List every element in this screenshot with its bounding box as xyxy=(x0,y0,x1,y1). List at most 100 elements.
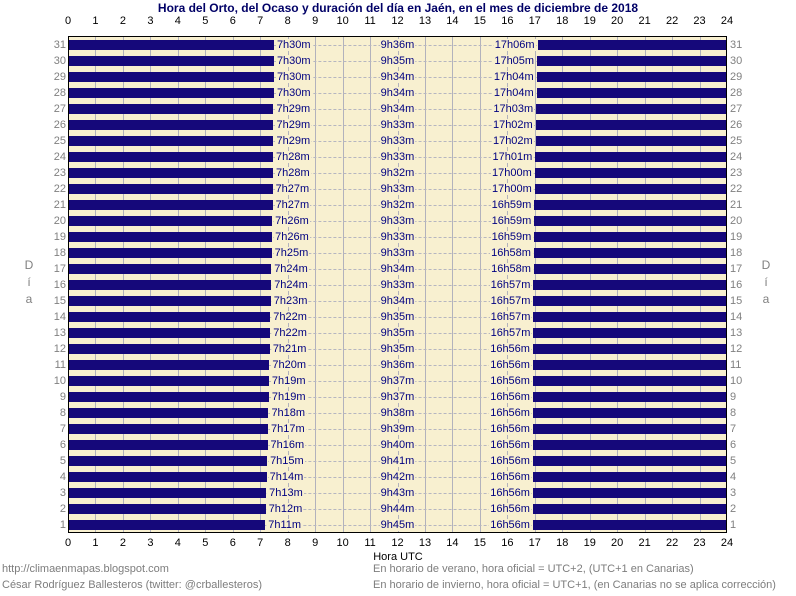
sunrise-time-label: 7h24m xyxy=(273,263,309,275)
night-bar-morning xyxy=(68,184,273,194)
hour-tick-label: 22 xyxy=(665,15,679,27)
night-bar-evening xyxy=(534,216,727,226)
night-bar-morning xyxy=(68,440,268,450)
day-length-label: 9h34m xyxy=(379,263,416,275)
day-length-label: 9h34m xyxy=(379,295,416,307)
night-bar-evening xyxy=(535,136,727,146)
sunset-time-label: 16h56m xyxy=(489,503,531,515)
night-bar-evening xyxy=(533,280,727,290)
sunrise-time-label: 7h29m xyxy=(275,103,312,115)
sunset-time-label: 17h05m xyxy=(493,55,536,67)
sunrise-time-label: 7h26m xyxy=(274,231,310,243)
day-number-left: 23 xyxy=(53,167,66,179)
day-length-label: 9h34m xyxy=(379,87,416,99)
night-bar-evening xyxy=(532,344,727,354)
sunset-time-label: 16h56m xyxy=(489,519,531,531)
sunset-time-label: 17h00m xyxy=(491,183,533,195)
day-number-left: 10 xyxy=(53,375,66,387)
hour-tick-label: 13 xyxy=(418,537,432,549)
day-number-right: 16 xyxy=(730,279,743,291)
sunrise-time-label: 7h30m xyxy=(275,39,312,51)
hour-tick-label: 7 xyxy=(257,15,264,27)
sunset-time-label: 17h06m xyxy=(493,39,536,51)
day-number-left: 3 xyxy=(59,487,66,499)
day-number-left: 26 xyxy=(53,119,66,131)
sunrise-time-label: 7h30m xyxy=(275,55,312,67)
day-length-label: 9h35m xyxy=(379,327,416,339)
day-number-left: 18 xyxy=(53,247,66,259)
sunrise-time-label: 7h16m xyxy=(269,439,306,451)
day-number-left: 24 xyxy=(53,151,66,163)
night-bar-morning xyxy=(68,136,274,146)
day-length-label: 9h43m xyxy=(379,487,416,499)
hour-tick-label: 16 xyxy=(501,537,514,549)
day-number-right: 30 xyxy=(730,55,743,67)
hour-tick-label: 7 xyxy=(257,537,264,549)
day-number-left: 11 xyxy=(54,359,66,371)
night-bar-morning xyxy=(68,88,274,98)
day-number-left: 14 xyxy=(53,311,66,323)
day-number-right: 21 xyxy=(730,199,743,211)
day-number-left: 4 xyxy=(59,471,66,483)
plot-area: 7h30m 9h36m 17h06m 7h30m 9h35m 17h05m 7h30m 9h3… xyxy=(68,36,727,533)
day-number-left: 17 xyxy=(53,263,66,275)
night-bar-evening xyxy=(536,72,727,82)
day-number-right: 13 xyxy=(730,327,743,339)
night-bar-evening xyxy=(534,168,727,178)
sunrise-time-label: 7h11m xyxy=(267,519,303,531)
hour-tick-label: 16 xyxy=(501,15,514,27)
hour-tick-label: 15 xyxy=(473,537,486,549)
sunrise-time-label: 7h19m xyxy=(270,391,307,403)
sunset-time-label: 17h02m xyxy=(491,119,534,131)
night-bar-morning xyxy=(68,328,271,338)
night-bar-morning xyxy=(68,296,271,306)
day-number-left: 12 xyxy=(53,343,66,355)
hour-tick-label: 11 xyxy=(364,15,376,27)
day-number-left: 9 xyxy=(59,391,66,403)
sunset-time-label: 16h56m xyxy=(489,471,531,483)
day-number-left: 28 xyxy=(53,87,66,99)
sunset-time-label: 16h56m xyxy=(489,439,531,451)
sunset-time-label: 16h56m xyxy=(489,359,531,371)
hour-tick-label: 19 xyxy=(583,15,596,27)
night-bar-morning xyxy=(68,232,273,242)
day-number-left: 27 xyxy=(53,103,66,115)
sunset-time-label: 17h01m xyxy=(491,151,534,163)
sunset-time-label: 16h57m xyxy=(489,327,532,339)
day-number-right: 3 xyxy=(730,487,737,499)
night-bar-morning xyxy=(68,248,272,258)
day-number-right: 23 xyxy=(730,167,743,179)
day-number-left: 1 xyxy=(59,519,66,531)
hour-tick-label: 8 xyxy=(284,537,291,549)
hour-tick-label: 0 xyxy=(64,15,72,27)
night-bar-evening xyxy=(533,312,727,322)
night-bar-evening xyxy=(534,184,727,194)
night-bar-evening xyxy=(533,296,727,306)
night-bar-morning xyxy=(68,56,274,66)
sunrise-time-label: 7h21m xyxy=(271,343,308,355)
hour-tick-label: 3 xyxy=(147,537,154,549)
night-bar-evening xyxy=(532,376,727,386)
night-bar-evening xyxy=(534,200,727,210)
sunrise-time-label: 7h24m xyxy=(273,279,309,291)
night-bar-morning xyxy=(68,120,274,130)
night-bar-evening xyxy=(533,328,727,338)
day-number-right: 6 xyxy=(730,439,737,451)
hour-tick-label: 4 xyxy=(174,537,181,549)
hour-tick-label: 12 xyxy=(391,537,404,549)
sunrise-time-label: 7h27m xyxy=(274,199,311,211)
sunset-time-label: 16h59m xyxy=(490,231,533,243)
day-length-label: 9h45m xyxy=(379,519,416,531)
sunrise-time-label: 7h28m xyxy=(275,167,311,179)
chart-title: Hora del Orto, del Ocaso y duración del … xyxy=(157,1,639,15)
day-length-label: 9h33m xyxy=(379,119,416,131)
day-number-right: 10 xyxy=(730,375,743,387)
night-bar-evening xyxy=(534,232,727,242)
sunset-time-label: 16h57m xyxy=(489,311,532,323)
sunset-time-label: 16h58m xyxy=(490,247,532,259)
hour-tick-label: 9 xyxy=(312,15,319,27)
day-length-label: 9h35m xyxy=(379,55,416,67)
hour-tick-label: 23 xyxy=(693,15,706,27)
day-length-label: 9h42m xyxy=(379,471,416,483)
day-number-right: 17 xyxy=(730,263,743,275)
